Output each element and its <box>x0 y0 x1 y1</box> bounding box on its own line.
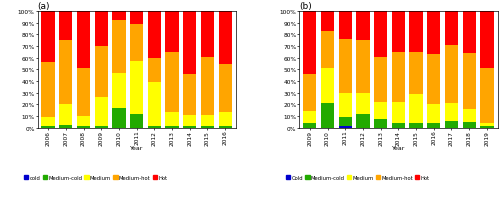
Bar <box>303 112 316 123</box>
Bar <box>94 98 108 127</box>
Bar <box>166 53 178 113</box>
Bar <box>130 114 143 128</box>
Bar <box>94 47 108 98</box>
Bar <box>462 109 476 122</box>
Bar <box>338 118 352 127</box>
Bar <box>94 127 108 128</box>
Bar <box>445 121 458 128</box>
Bar <box>321 12 334 32</box>
Bar <box>303 12 316 75</box>
Bar <box>77 69 90 116</box>
Bar <box>77 116 90 127</box>
Bar <box>42 127 55 128</box>
Bar <box>462 54 476 109</box>
Bar <box>427 55 440 105</box>
Bar <box>42 118 55 127</box>
Bar <box>183 115 196 127</box>
Bar <box>410 94 422 123</box>
Bar <box>445 46 458 104</box>
Bar <box>166 127 178 128</box>
Bar <box>427 105 440 123</box>
Bar <box>166 12 178 53</box>
Bar <box>148 58 161 83</box>
Bar <box>356 93 370 114</box>
Bar <box>112 73 126 108</box>
Bar <box>59 126 72 128</box>
Bar <box>201 115 214 127</box>
Bar <box>427 123 440 128</box>
Bar <box>148 127 161 128</box>
Bar <box>445 12 458 46</box>
Bar <box>480 12 494 69</box>
Bar <box>201 57 214 115</box>
Bar <box>374 120 388 128</box>
Text: (a): (a) <box>38 2 50 11</box>
X-axis label: Year: Year <box>392 145 405 150</box>
Legend: Cold, Medium-cold, Medium, Medium-hot, Hot: Cold, Medium-cold, Medium, Medium-hot, H… <box>286 175 430 180</box>
Bar <box>59 41 72 105</box>
Bar <box>42 63 55 118</box>
Bar <box>374 57 388 102</box>
Bar <box>410 53 422 94</box>
Bar <box>303 75 316 112</box>
Bar <box>201 12 214 57</box>
Bar <box>338 127 352 128</box>
Bar <box>374 102 388 120</box>
Bar <box>480 69 494 123</box>
Bar <box>218 127 232 128</box>
Bar <box>356 12 370 41</box>
Bar <box>392 12 405 53</box>
Bar <box>338 12 352 40</box>
Bar <box>112 108 126 128</box>
Bar <box>480 127 494 128</box>
Bar <box>218 113 232 127</box>
Bar <box>77 12 90 69</box>
Bar <box>201 127 214 128</box>
Bar <box>356 114 370 128</box>
Bar <box>321 32 334 69</box>
Bar <box>183 12 196 75</box>
Bar <box>130 12 143 25</box>
Bar <box>112 21 126 73</box>
Bar <box>166 113 178 127</box>
Legend: cold, Medium-cold, Medium, Medium-hot, Hot: cold, Medium-cold, Medium, Medium-hot, H… <box>24 175 168 180</box>
Bar <box>77 127 90 128</box>
Bar <box>480 123 494 127</box>
Bar <box>303 123 316 128</box>
Bar <box>338 40 352 93</box>
Bar <box>59 12 72 41</box>
Text: (b): (b) <box>299 2 312 11</box>
Bar <box>427 12 440 55</box>
Bar <box>148 83 161 127</box>
Bar <box>321 104 334 128</box>
Bar <box>321 69 334 104</box>
Bar <box>218 12 232 64</box>
X-axis label: Year: Year <box>130 145 143 150</box>
Bar <box>392 53 405 102</box>
Bar <box>392 102 405 123</box>
Bar <box>59 105 72 126</box>
Bar <box>183 75 196 115</box>
Bar <box>183 127 196 128</box>
Bar <box>218 64 232 113</box>
Bar <box>410 123 422 128</box>
Bar <box>410 12 422 53</box>
Bar <box>94 12 108 47</box>
Bar <box>462 12 476 54</box>
Bar <box>148 12 161 58</box>
Bar <box>130 62 143 114</box>
Bar <box>445 104 458 121</box>
Bar <box>338 93 352 118</box>
Bar <box>462 122 476 128</box>
Bar <box>112 12 126 21</box>
Bar <box>374 12 388 57</box>
Bar <box>392 123 405 128</box>
Bar <box>42 12 55 63</box>
Bar <box>130 25 143 62</box>
Bar <box>356 41 370 93</box>
